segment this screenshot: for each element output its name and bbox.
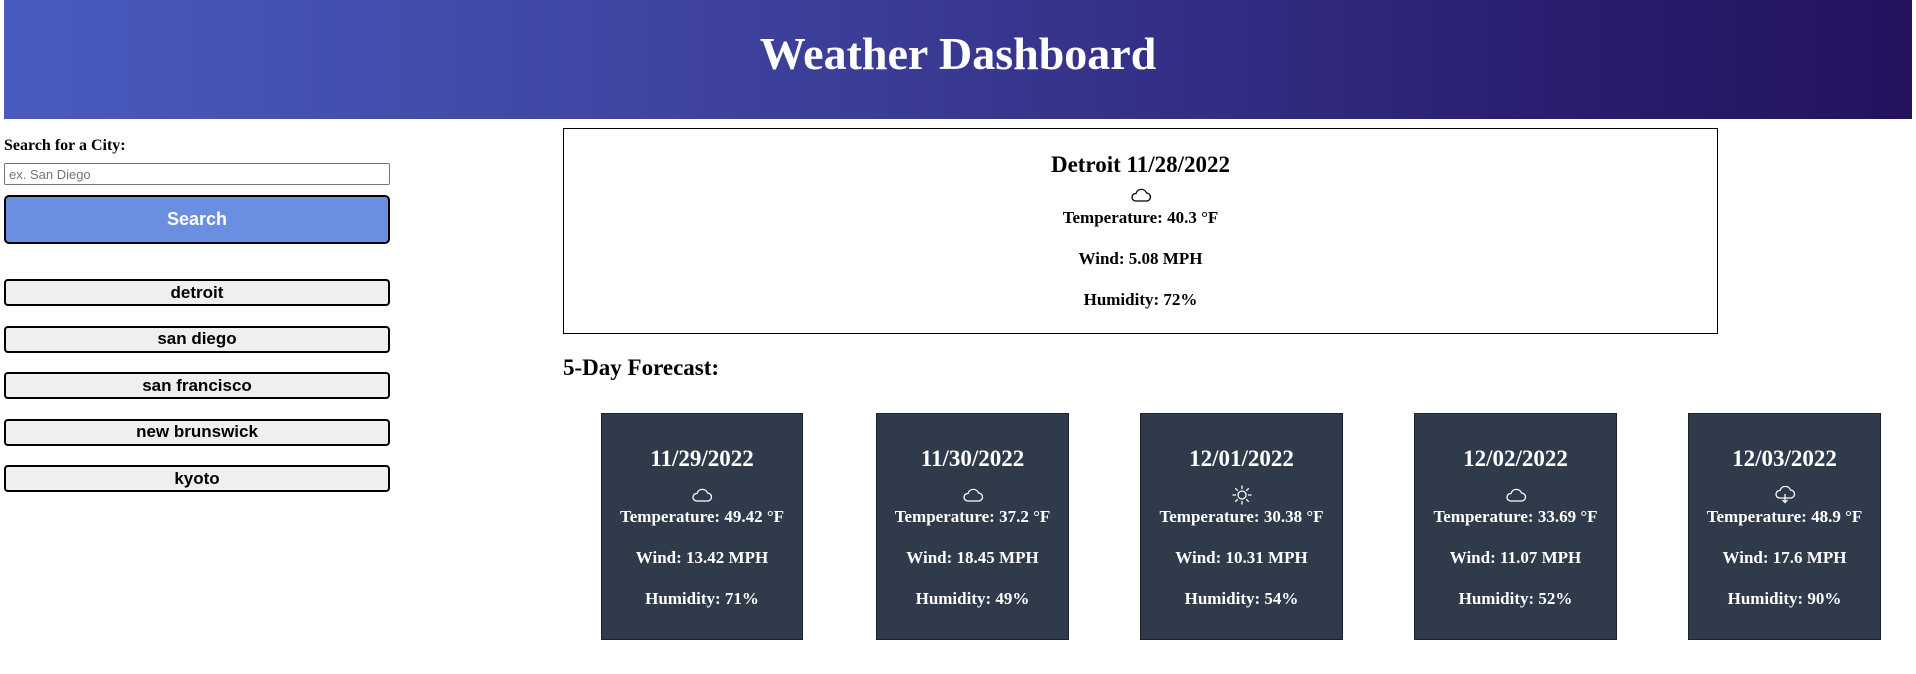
forecast-temperature: Temperature: 49.42 °F — [619, 507, 785, 526]
forecast-humidity: Humidity: 52% — [1458, 589, 1573, 608]
forecast-title: 5-Day Forecast: — [563, 355, 720, 380]
forecast-humidity: Humidity: 54% — [1184, 589, 1299, 608]
history-button-new-brunswick[interactable]: new brunswick — [4, 418, 390, 446]
history-button-san-francisco[interactable]: san francisco — [4, 372, 390, 399]
forecast-wind: Wind: 18.45 MPH — [906, 548, 1039, 567]
search-label: Search for a City: — [4, 137, 126, 154]
forecast-humidity: Humidity: 90% — [1727, 589, 1842, 608]
forecast-wind: Wind: 13.42 MPH — [635, 548, 769, 567]
forecast-humidity: Humidity: 71% — [645, 589, 759, 608]
forecast-date: 12/03/2022 — [1732, 446, 1837, 471]
current-wind: Wind: 5.08 MPH — [1078, 249, 1203, 268]
forecast-temperature: Temperature: 30.38 °F — [1159, 507, 1324, 526]
cloud-icon — [602, 485, 802, 505]
search-button[interactable]: Search — [4, 195, 390, 244]
forecast-card: 11/29/2022 Temperature: 49.42 °F Wind: 1… — [601, 413, 803, 640]
page-header: Weather Dashboard — [4, 0, 1912, 119]
forecast-card: 12/02/2022 Temperature: 33.69 °F Wind: 1… — [1414, 413, 1617, 640]
current-humidity: Humidity: 72% — [1083, 290, 1198, 309]
forecast-card: 12/03/2022 Temperature: 48.9 °F Wind: 17… — [1688, 413, 1881, 640]
sun-icon — [1141, 485, 1342, 505]
cloud-icon — [564, 184, 1717, 206]
forecast-date: 11/29/2022 — [650, 446, 754, 471]
forecast-wind: Wind: 11.07 MPH — [1449, 548, 1582, 567]
forecast-wind: Wind: 17.6 MPH — [1722, 548, 1847, 567]
forecast-date: 11/30/2022 — [920, 446, 1025, 471]
history-button-detroit[interactable]: detroit — [4, 279, 390, 306]
history-button-kyoto[interactable]: kyoto — [4, 465, 390, 492]
search-history: detroit san diego san francisco new brun… — [4, 279, 390, 492]
forecast-temperature: Temperature: 48.9 °F — [1706, 507, 1863, 526]
cloud-icon — [1415, 485, 1616, 505]
forecast-humidity: Humidity: 49% — [915, 589, 1030, 608]
current-temperature: Temperature: 40.3 °F — [1062, 208, 1219, 227]
page-title: Weather Dashboard — [759, 28, 1157, 79]
forecast-card: 11/30/2022 Temperature: 37.2 °F Wind: 18… — [876, 413, 1069, 640]
forecast-date: 12/02/2022 — [1463, 446, 1568, 471]
current-weather-card: Detroit 11/28/2022 Temperature: 40.3 °F … — [563, 128, 1718, 334]
search-input[interactable] — [4, 163, 390, 185]
forecast-date: 12/01/2022 — [1189, 446, 1294, 471]
sidebar: Search for a City: Search detroit san di… — [4, 137, 390, 512]
forecast-temperature: Temperature: 37.2 °F — [894, 507, 1051, 526]
forecast-card: 12/01/2022 Temperature: 30.38 °F Wind: 1… — [1140, 413, 1343, 640]
forecast-wind: Wind: 10.31 MPH — [1175, 548, 1308, 567]
history-button-san-diego[interactable]: san diego — [4, 325, 390, 353]
cloud-icon — [877, 485, 1068, 505]
cloud-rain-icon — [1689, 485, 1880, 505]
forecast-temperature: Temperature: 33.69 °F — [1433, 507, 1598, 526]
current-city-date: Detroit 11/28/2022 — [1050, 152, 1231, 177]
